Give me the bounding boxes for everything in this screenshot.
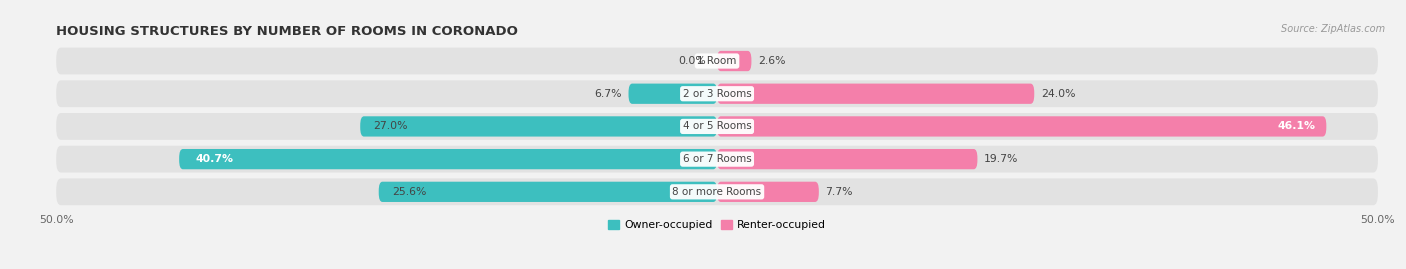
- FancyBboxPatch shape: [360, 116, 717, 137]
- FancyBboxPatch shape: [717, 116, 1326, 137]
- FancyBboxPatch shape: [717, 84, 1035, 104]
- Text: 1 Room: 1 Room: [697, 56, 737, 66]
- Text: 24.0%: 24.0%: [1040, 89, 1076, 99]
- Text: 8 or more Rooms: 8 or more Rooms: [672, 187, 762, 197]
- FancyBboxPatch shape: [717, 51, 751, 71]
- Text: 19.7%: 19.7%: [984, 154, 1018, 164]
- FancyBboxPatch shape: [628, 84, 717, 104]
- FancyBboxPatch shape: [56, 113, 1378, 140]
- FancyBboxPatch shape: [179, 149, 717, 169]
- FancyBboxPatch shape: [56, 80, 1378, 107]
- FancyBboxPatch shape: [56, 146, 1378, 172]
- FancyBboxPatch shape: [56, 178, 1378, 205]
- Text: 7.7%: 7.7%: [825, 187, 853, 197]
- Text: 46.1%: 46.1%: [1278, 121, 1316, 132]
- Text: 2 or 3 Rooms: 2 or 3 Rooms: [683, 89, 751, 99]
- Text: 6 or 7 Rooms: 6 or 7 Rooms: [683, 154, 751, 164]
- Text: Source: ZipAtlas.com: Source: ZipAtlas.com: [1281, 24, 1385, 34]
- Text: HOUSING STRUCTURES BY NUMBER OF ROOMS IN CORONADO: HOUSING STRUCTURES BY NUMBER OF ROOMS IN…: [56, 25, 519, 38]
- FancyBboxPatch shape: [717, 182, 818, 202]
- Text: 25.6%: 25.6%: [392, 187, 426, 197]
- Text: 2.6%: 2.6%: [758, 56, 786, 66]
- Text: 0.0%: 0.0%: [679, 56, 706, 66]
- FancyBboxPatch shape: [56, 48, 1378, 75]
- Text: 27.0%: 27.0%: [374, 121, 408, 132]
- Text: 4 or 5 Rooms: 4 or 5 Rooms: [683, 121, 751, 132]
- Text: 40.7%: 40.7%: [195, 154, 233, 164]
- FancyBboxPatch shape: [378, 182, 717, 202]
- Legend: Owner-occupied, Renter-occupied: Owner-occupied, Renter-occupied: [603, 215, 831, 234]
- FancyBboxPatch shape: [717, 149, 977, 169]
- Text: 6.7%: 6.7%: [595, 89, 621, 99]
